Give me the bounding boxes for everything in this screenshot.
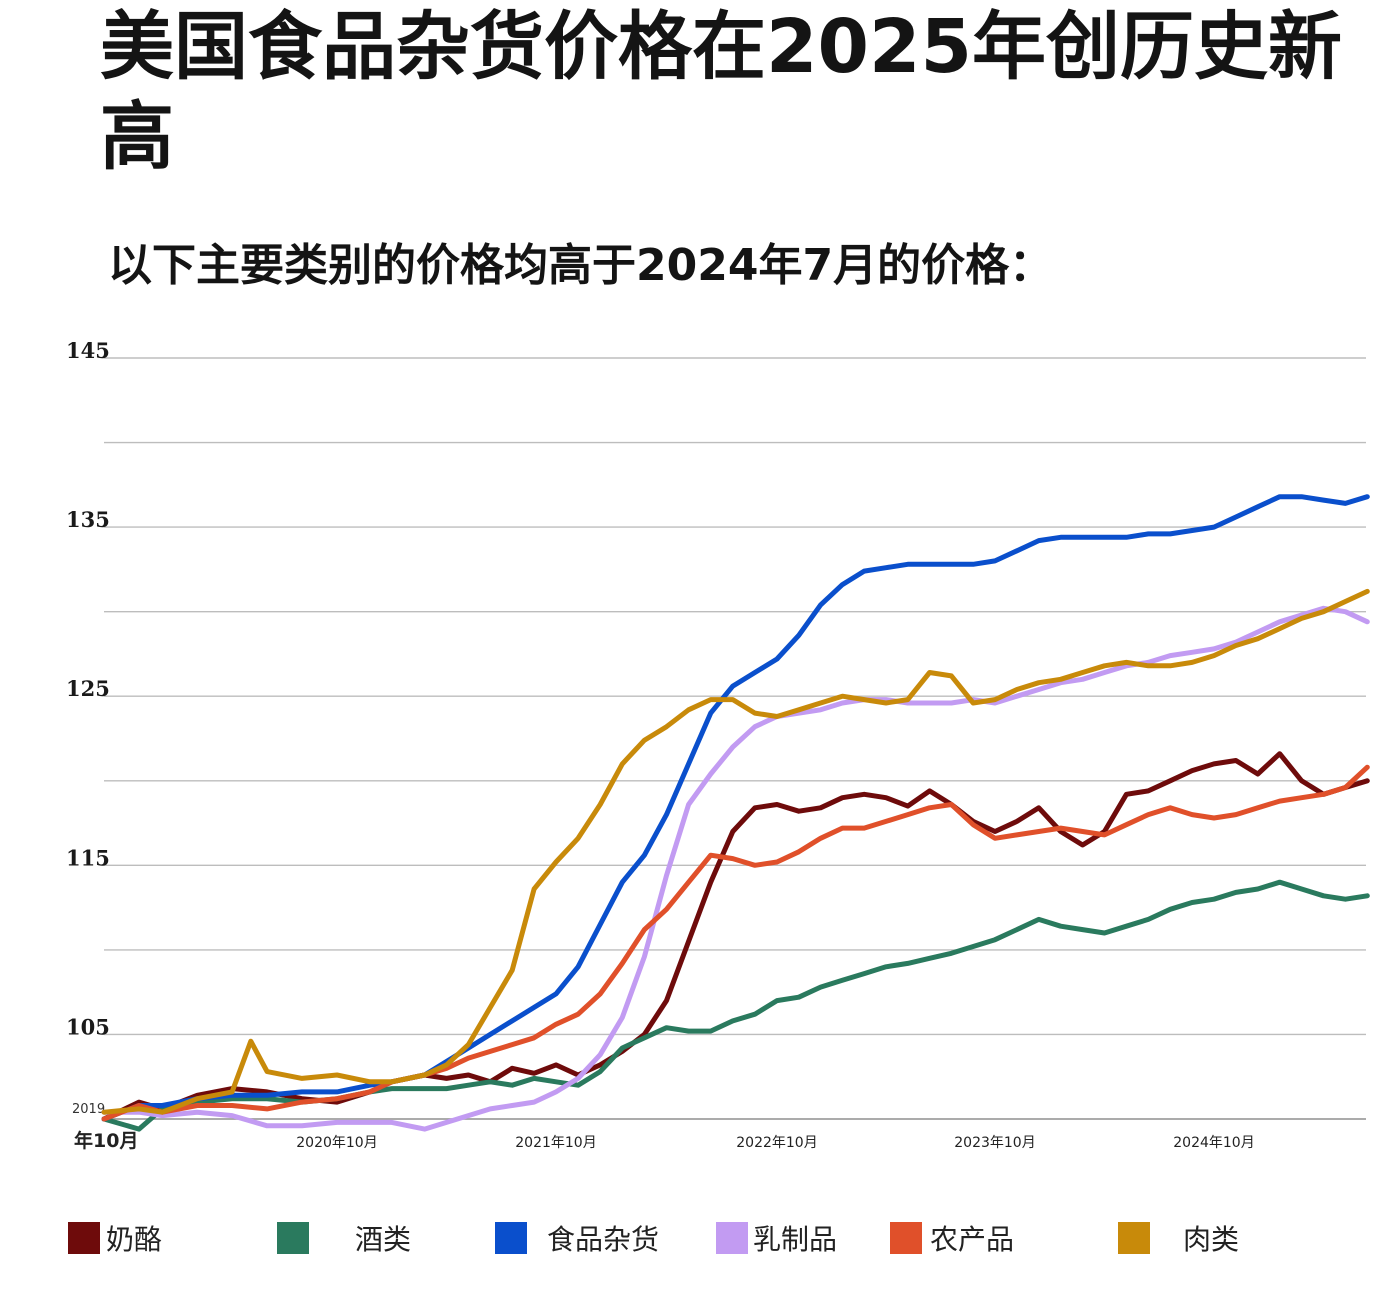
legend-item: 乳制品: [716, 1210, 837, 1266]
page-title: 美国食品杂货价格在2025年创历史新高: [100, 4, 1342, 180]
page-subtitle: 以下主要类别的价格均高于2024年7月的价格：: [108, 240, 1054, 291]
y-tick-label: 125: [66, 676, 110, 701]
legend-item: 奶酪: [68, 1210, 162, 1266]
legend-item: 农产品: [890, 1210, 1014, 1266]
legend-swatch: [890, 1222, 922, 1254]
y-tick-label: 145: [66, 338, 110, 363]
x-axis-labels: 2019 年10月 2020年10月 2021年10月 2022年10月 2023年10月…: [72, 1102, 1255, 1152]
legend-label: 肉类: [1183, 1223, 1240, 1256]
y-tick-label: 115: [66, 845, 110, 870]
x-tick-label: 2020年10月: [296, 1135, 377, 1151]
x-tick-label: 2024年10月: [1173, 1135, 1254, 1151]
x-tick-label: 2023年10月: [954, 1135, 1035, 1151]
x-tick-label: 2022年10月: [736, 1135, 817, 1151]
legend-item: 酒类: [277, 1210, 411, 1266]
y-tick-label: 105: [66, 1014, 110, 1039]
y-axis-labels: 145 135 125 115 105: [66, 338, 110, 1039]
legend-swatch: [716, 1222, 748, 1254]
legend-label: 乳制品: [753, 1223, 838, 1256]
x-tick-label: 年10月: [74, 1129, 138, 1152]
series-lines: [101, 494, 1370, 1132]
gridlines: [104, 357, 1366, 1120]
legend-label: 酒类: [355, 1223, 412, 1256]
legend-label: 食品杂货: [547, 1223, 660, 1256]
legend-swatch: [495, 1222, 527, 1254]
legend-swatch: [1118, 1222, 1150, 1254]
legend-label: 奶酪: [106, 1223, 163, 1256]
series-line-1: [101, 879, 1370, 1132]
legend-label: 农产品: [930, 1223, 1015, 1256]
legend-item: 肉类: [1118, 1210, 1239, 1266]
legend-swatch: [68, 1222, 100, 1254]
series-line-5: [101, 588, 1370, 1115]
series-line-4: [101, 764, 1370, 1122]
legend-swatch: [277, 1222, 309, 1254]
x-tick-label: 2019: [72, 1102, 105, 1117]
legend: 奶酪 酒类 食品杂货 乳制品 农产品 肉类: [0, 1210, 1381, 1270]
legend-item: 食品杂货: [495, 1210, 659, 1266]
y-tick-label: 135: [66, 507, 110, 532]
x-tick-label: 2021年10月: [515, 1135, 596, 1151]
